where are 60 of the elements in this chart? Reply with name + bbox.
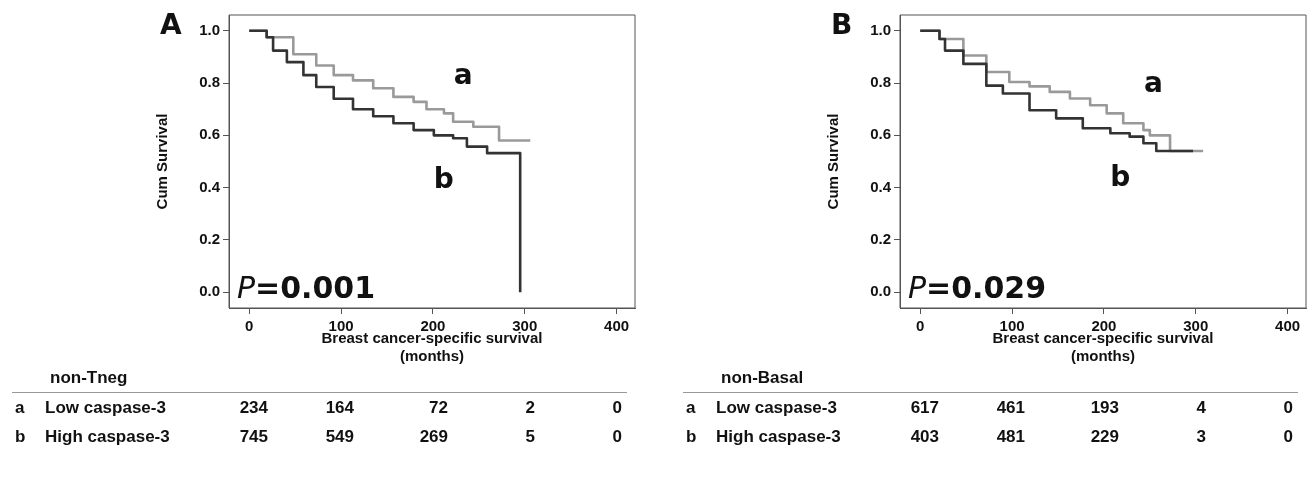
y-tick-label: 0.6 (199, 125, 220, 143)
y-tick-label: 0.0 (870, 282, 891, 300)
text: non-Basal (721, 368, 804, 388)
text: b (15, 427, 26, 447)
annotation: P=0.001 (237, 270, 376, 305)
text: 4 (1195, 398, 1206, 418)
text: 234 (238, 398, 268, 418)
x-tick-label: 200 (1091, 317, 1117, 335)
y-tick-label: 0.2 (199, 230, 220, 248)
x-tick-label: 0 (916, 317, 925, 335)
y-axis-title: Cum Survival (153, 113, 171, 210)
x-tick-label: 400 (604, 317, 630, 335)
y-tick-label: 0.2 (870, 230, 891, 248)
text: 0 (611, 427, 622, 447)
text: 0 (1282, 398, 1293, 418)
text: 549 (324, 427, 354, 447)
y-tick-label: 0.0 (199, 282, 220, 300)
series-label: a (453, 58, 473, 92)
x-tick-label: 400 (1275, 317, 1301, 335)
x-tick-label: 300 (1183, 317, 1209, 335)
y-axis-title: Cum Survival (824, 113, 842, 210)
text: 72 (428, 398, 448, 418)
text: B (831, 8, 853, 41)
annotation: P=0.029 (908, 270, 1047, 305)
x-tick-label: 200 (420, 317, 446, 335)
text: 269 (418, 427, 448, 447)
y-tick-label: 0.4 (870, 177, 892, 195)
text: non-Tneg (50, 368, 128, 388)
y-tick-label: 1.0 (870, 20, 891, 38)
text: 164 (324, 398, 354, 418)
text: A (160, 8, 182, 41)
text: 745 (238, 427, 268, 447)
text: 617 (909, 398, 939, 418)
text: 5 (524, 427, 535, 447)
text: 3 (1195, 427, 1206, 447)
text: 481 (995, 427, 1025, 447)
text: High caspase-3 (45, 427, 170, 447)
text: 461 (995, 398, 1025, 418)
y-tick-label: 1.0 (199, 20, 220, 38)
text: 0 (1282, 427, 1293, 447)
text: 193 (1089, 398, 1119, 418)
text: 229 (1089, 427, 1119, 447)
text: a (15, 398, 25, 418)
text: Low caspase-3 (45, 398, 166, 418)
series-label: a (1143, 66, 1163, 100)
text: 2 (524, 398, 535, 418)
text: b (686, 427, 697, 447)
text: 403 (909, 427, 939, 447)
text: a (686, 398, 696, 418)
y-tick-label: 0.4 (199, 177, 221, 195)
text: Low caspase-3 (716, 398, 837, 418)
y-tick-label: 0.8 (199, 73, 220, 91)
x-tick-label: 300 (512, 317, 538, 335)
y-tick-label: 0.6 (870, 125, 891, 143)
text: 0 (611, 398, 622, 418)
text: High caspase-3 (716, 427, 841, 447)
y-tick-label: 0.8 (870, 73, 891, 91)
x-tick-label: 0 (245, 317, 254, 335)
series-label: b (1110, 159, 1131, 193)
series-label: b (433, 161, 454, 195)
